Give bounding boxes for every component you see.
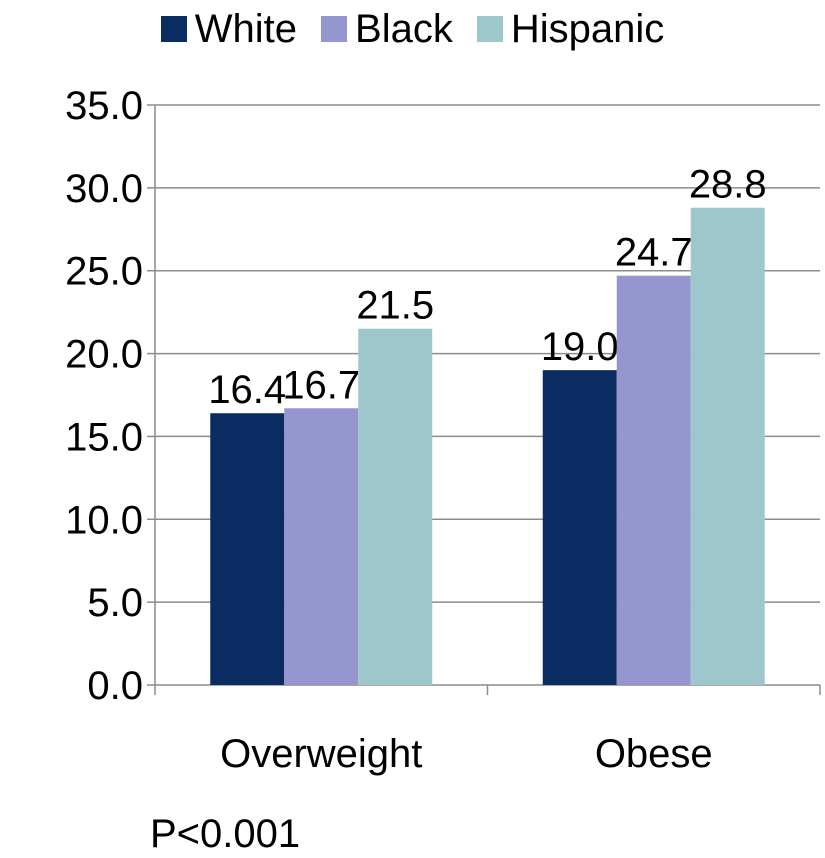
y-tick-label: 25.0: [65, 250, 143, 294]
bar-overweight-black: [284, 408, 359, 685]
legend-item-white: White: [160, 4, 298, 54]
y-tick-label: 35.0: [65, 84, 143, 128]
data-label-overweight-black: 16.7: [282, 363, 360, 407]
data-label-obese-hispanic: 28.8: [689, 163, 767, 207]
y-tick-label: 30.0: [65, 167, 143, 211]
bar-overweight-hispanic: [358, 328, 433, 685]
y-tick-label: 0.0: [87, 664, 143, 708]
x-category-label: Obese: [595, 732, 713, 776]
y-tick-label: 5.0: [87, 581, 143, 625]
bar-obese-white: [542, 370, 617, 685]
bar-overweight-white: [210, 413, 285, 685]
bar-obese-hispanic: [690, 207, 765, 685]
legend-swatch: [160, 16, 187, 42]
p-value-note: P<0.001: [150, 812, 301, 856]
legend: White Black Hispanic: [0, 4, 825, 54]
data-label-obese-black: 24.7: [615, 231, 693, 275]
y-tick-label: 20.0: [65, 333, 143, 377]
legend-item-hispanic: Hispanic: [476, 4, 665, 54]
legend-swatch: [476, 16, 503, 42]
legend-label: Hispanic: [510, 7, 665, 51]
bar-obese-black: [616, 275, 691, 685]
x-category-label: Overweight: [220, 732, 422, 776]
legend-label: Black: [355, 7, 453, 51]
legend-swatch: [321, 16, 348, 42]
legend-item-black: Black: [321, 4, 453, 54]
data-label-obese-white: 19.0: [541, 325, 619, 369]
data-label-overweight-white: 16.4: [208, 368, 286, 412]
legend-label: White: [194, 7, 298, 51]
data-label-overweight-hispanic: 21.5: [356, 284, 434, 328]
y-tick-label: 10.0: [65, 498, 143, 542]
y-tick-label: 15.0: [65, 415, 143, 459]
